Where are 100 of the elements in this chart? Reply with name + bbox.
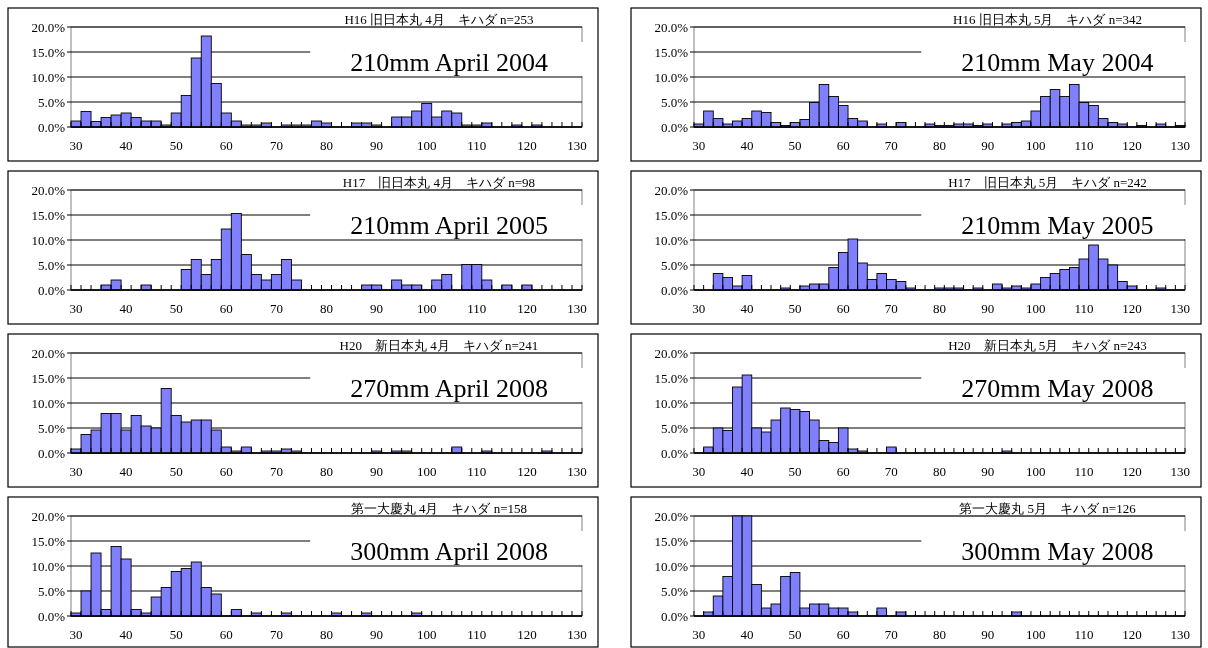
x-tick-label: 130 [567, 464, 587, 479]
y-tick-label: 5.0% [37, 94, 66, 110]
y-tick-label: 20.0% [31, 19, 66, 35]
x-tick-label: 30 [69, 138, 83, 153]
x-tick-label: 90 [370, 301, 384, 316]
x-tick-label: 130 [1170, 464, 1190, 479]
x-tick-label: 100 [416, 301, 437, 316]
x-tick-label: 130 [567, 301, 587, 316]
y-tick-label: 0.0% [37, 282, 66, 298]
x-tick-label: 70 [269, 464, 283, 479]
y-tick-label: 5.0% [660, 420, 689, 436]
y-tick-label: 0.0% [660, 608, 689, 624]
x-tick-label: 120 [1122, 627, 1142, 642]
x-tick-label: 110 [467, 301, 487, 316]
annotation: 270mm May 2008 [961, 373, 1154, 403]
y-tick-label: 15.0% [654, 533, 689, 549]
y-tick-label: 20.0% [31, 508, 66, 524]
x-tick-label: 120 [517, 627, 537, 642]
x-tick-label: 60 [836, 138, 850, 153]
x-tick-label: 110 [1074, 138, 1094, 153]
x-tick-label: 110 [1074, 627, 1094, 642]
x-tick-label: 90 [370, 627, 384, 642]
x-tick-label: 40 [740, 301, 754, 316]
x-tick-label: 50 [169, 627, 183, 642]
x-tick-label: 110 [1074, 301, 1094, 316]
x-tick-label: 90 [981, 138, 995, 153]
annotation: 300mm May 2008 [961, 536, 1154, 566]
x-tick-label: 70 [269, 138, 283, 153]
x-tick-label: 30 [692, 301, 706, 316]
x-tick-label: 80 [933, 464, 946, 479]
x-tick-label: 100 [416, 627, 437, 642]
y-tick-label: 10.0% [654, 69, 689, 85]
x-tick-label: 40 [740, 138, 754, 153]
x-tick-label: 130 [1170, 627, 1190, 642]
x-tick-label: 70 [269, 301, 283, 316]
annotation: 210mm May 2004 [961, 47, 1154, 77]
x-tick-label: 40 [740, 627, 754, 642]
chart-title: H16 旧日本丸 4月 キハダ n=253 [344, 12, 534, 27]
x-tick-label: 50 [788, 627, 802, 642]
x-tick-label: 100 [416, 138, 437, 153]
x-tick-label: 90 [981, 464, 995, 479]
x-tick-label: 50 [169, 464, 183, 479]
x-tick-label: 60 [836, 464, 850, 479]
x-tick-label: 70 [269, 627, 283, 642]
x-tick-label: 40 [740, 464, 754, 479]
y-tick-label: 20.0% [31, 182, 66, 198]
x-tick-label: 70 [884, 138, 898, 153]
y-tick-label: 15.0% [654, 370, 689, 386]
y-tick-label: 10.0% [31, 69, 66, 85]
x-tick-label: 80 [933, 301, 946, 316]
x-tick-label: 100 [1026, 464, 1046, 479]
annotation: 270mm April 2008 [350, 373, 549, 403]
annotation: 210mm May 2005 [961, 210, 1154, 240]
x-tick-label: 50 [788, 138, 802, 153]
y-tick-label: 20.0% [654, 345, 689, 361]
x-tick-label: 100 [1026, 138, 1046, 153]
x-tick-label: 130 [1170, 301, 1190, 316]
y-tick-label: 10.0% [654, 232, 689, 248]
y-tick-label: 15.0% [31, 533, 66, 549]
y-tick-label: 15.0% [31, 44, 66, 60]
x-tick-label: 100 [1026, 627, 1046, 642]
x-tick-label: 120 [517, 301, 537, 316]
y-tick-label: 5.0% [37, 583, 66, 599]
x-tick-label: 70 [884, 301, 898, 316]
y-tick-label: 5.0% [37, 257, 66, 273]
y-tick-label: 20.0% [654, 182, 689, 198]
x-tick-label: 80 [933, 138, 946, 153]
x-tick-label: 90 [370, 138, 384, 153]
x-tick-label: 80 [320, 138, 333, 153]
chart-title: 第一大慶丸 5月 キハダ n=126 [959, 501, 1137, 516]
x-tick-label: 110 [1074, 464, 1094, 479]
y-tick-label: 0.0% [660, 445, 689, 461]
x-tick-label: 40 [119, 464, 133, 479]
x-tick-label: 80 [320, 627, 333, 642]
x-tick-label: 70 [884, 464, 898, 479]
x-tick-label: 80 [933, 627, 946, 642]
y-tick-label: 5.0% [37, 420, 66, 436]
x-tick-label: 30 [692, 464, 706, 479]
x-tick-label: 40 [119, 627, 133, 642]
annotation: 300mm April 2008 [350, 536, 549, 566]
y-tick-label: 10.0% [31, 232, 66, 248]
y-tick-label: 5.0% [660, 583, 689, 599]
y-tick-label: 5.0% [660, 94, 689, 110]
y-tick-label: 15.0% [31, 370, 66, 386]
x-tick-label: 100 [416, 464, 437, 479]
x-tick-label: 120 [1122, 138, 1142, 153]
y-tick-label: 0.0% [37, 119, 66, 135]
chart-title: H20 新日本丸 4月 キハダ n=241 [339, 338, 539, 353]
x-tick-label: 30 [692, 627, 706, 642]
x-tick-label: 130 [1170, 138, 1190, 153]
x-tick-label: 90 [981, 301, 995, 316]
x-tick-label: 110 [467, 464, 487, 479]
y-tick-label: 20.0% [654, 19, 689, 35]
y-tick-label: 5.0% [660, 257, 689, 273]
x-tick-label: 30 [692, 138, 706, 153]
annotation: 210mm April 2005 [350, 210, 549, 240]
y-tick-label: 15.0% [654, 44, 689, 60]
x-tick-label: 120 [517, 138, 537, 153]
y-tick-label: 0.0% [660, 282, 689, 298]
x-tick-label: 100 [1026, 301, 1046, 316]
